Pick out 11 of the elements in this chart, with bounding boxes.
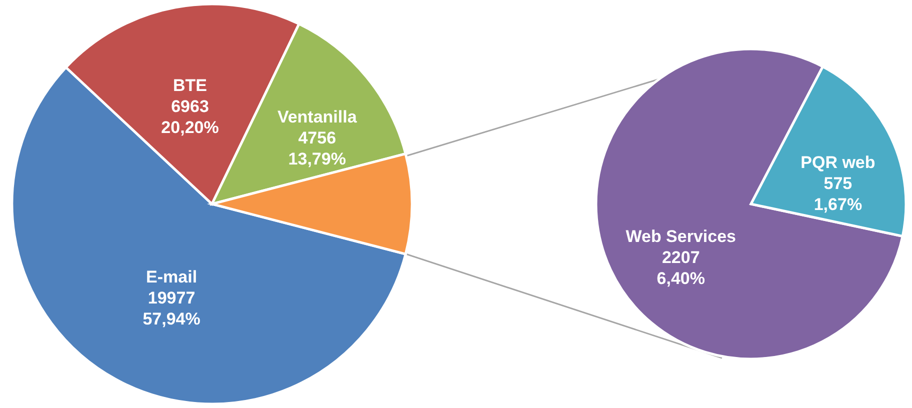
data-label: 2207 6,40% — [656, 248, 705, 288]
data-label: 575 1,67% — [814, 174, 862, 214]
data-label: 6963 20,20% — [161, 97, 219, 138]
data-label: 19977 57,94% — [142, 288, 200, 329]
slice-label: PQR web — [800, 153, 876, 172]
slice-label: BTE — [173, 76, 208, 96]
data-label: 4756 13,79% — [288, 128, 346, 169]
slice-label: Ventanilla — [277, 108, 358, 127]
pie-slice — [594, 48, 904, 360]
slice-label: Web Services — [626, 227, 736, 246]
slice-label: E-mail — [146, 268, 198, 287]
